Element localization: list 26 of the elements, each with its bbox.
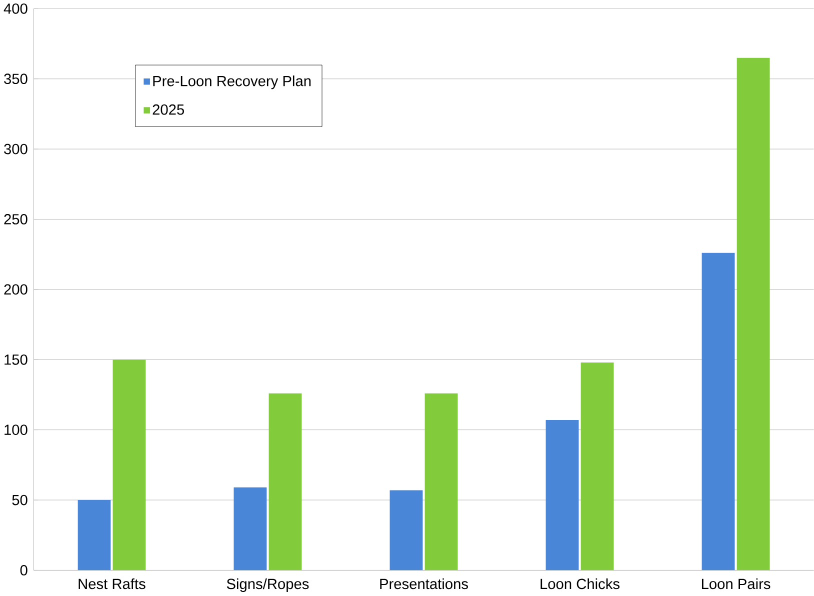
- bar: [234, 488, 267, 570]
- bar: [78, 500, 111, 570]
- legend-label: Pre-Loon Recovery Plan: [153, 76, 311, 90]
- y-tick-label: 0: [20, 565, 28, 576]
- y-tick-label: 50: [12, 495, 28, 506]
- x-tick-label: Nest Rafts: [78, 578, 146, 590]
- bar: [702, 253, 735, 570]
- bar: [424, 394, 458, 570]
- bar: [736, 58, 770, 570]
- bar: [546, 420, 579, 570]
- y-tick-label: 300: [4, 144, 28, 154]
- bar: [268, 394, 302, 570]
- y-tick-label: 100: [4, 424, 28, 436]
- x-tick-label: Loon Pairs: [702, 578, 770, 590]
- y-tick-label: 150: [4, 354, 28, 366]
- legend-label: 2025: [152, 104, 184, 116]
- y-tick-label: 400: [4, 4, 28, 14]
- x-tick-label: Loon Chicks: [540, 578, 620, 590]
- bar: [580, 362, 614, 570]
- x-tick-label: Signs/Ropes: [226, 578, 309, 592]
- x-tick-label: Presentations: [380, 578, 468, 590]
- y-tick-label: 350: [4, 74, 28, 84]
- y-tick-label: 200: [4, 284, 28, 295]
- y-tick-label: 250: [4, 214, 28, 225]
- bar: [112, 360, 146, 570]
- bar: [390, 490, 423, 570]
